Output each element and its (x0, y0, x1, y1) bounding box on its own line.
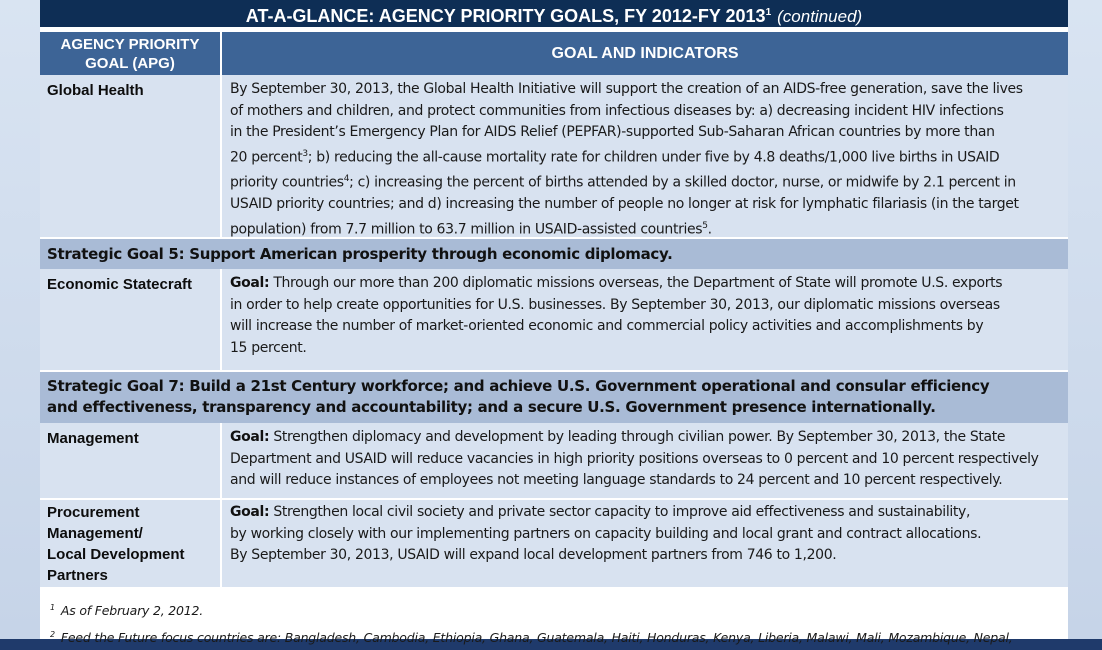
goal-label: Goal: (230, 504, 270, 520)
text-line: 20 percent3; b) reducing the all-cause m… (230, 144, 1062, 169)
text-segment: 20 percent (230, 149, 303, 166)
strategic-line: and effectiveness, transparency and acco… (47, 398, 936, 416)
row-goal-text: Goal: Through our more than 200 diplomat… (230, 273, 1062, 359)
label-line: Procurement (47, 504, 140, 521)
footnote-2: 2 Feed the Future focus countries are: Ba… (50, 623, 1060, 650)
footnote-number: 2 (50, 630, 55, 640)
text-segment: ; b) reducing the all-cause mortality ra… (307, 149, 1000, 166)
text-segment: population) from 7.7 million to 63.7 mil… (230, 221, 703, 238)
strategic-goal-7-header: Strategic Goal 7: Build a 21st Century w… (40, 372, 1068, 423)
title-continued: (continued) (777, 7, 863, 26)
text-line: Goal: Strengthen local civil society and… (230, 502, 1062, 524)
footnote-ref: 3 (302, 148, 308, 159)
footnote-text: As of February 2, 2012. (60, 603, 204, 619)
column-divider (220, 423, 222, 587)
row-separator (40, 498, 1068, 500)
row-goal-text: Goal: Strengthen local civil society and… (230, 502, 1062, 567)
text-segment: Through our more than 200 diplomatic mis… (269, 275, 1003, 291)
footnote-text: Feed the Future focus countries are: Ban… (60, 630, 1013, 646)
goal-label: Goal: (230, 275, 270, 291)
row-goal-text: Goal: Strengthen diplomacy and developme… (230, 427, 1062, 492)
text-line: in the President’s Emergency Plan for AI… (230, 124, 995, 141)
footnotes: 1 As of February 2, 2012. 2 Feed the Futur… (50, 596, 1060, 650)
table-row-management: Management Goal: Strengthen diplomacy an… (40, 423, 1068, 498)
footnote-ref: 5 (702, 220, 708, 231)
label-line: Management/ (47, 525, 143, 542)
text-line: Goal: Strengthen diplomacy and developme… (230, 427, 1062, 449)
left-background (0, 0, 40, 639)
strategic-line: Strategic Goal 7: Build a 21st Century w… (47, 377, 990, 395)
apg-table: AGENCY PRIORITY GOAL (APG) GOAL AND INDI… (40, 32, 1068, 587)
table-row-procurement: Procurement Management/ Local Developmen… (40, 500, 1068, 587)
table-row-economic-statecraft: Economic Statecraft Goal: Through our mo… (40, 269, 1068, 370)
text-line: by working closely with our implementing… (230, 525, 982, 542)
table-row-global-health: Global Health By September 30, 2013, the… (40, 75, 1068, 238)
title-footnote-ref: 1 (765, 7, 772, 18)
text-segment: Strengthen diplomacy and development by … (269, 429, 1006, 445)
text-segment: priority countries (230, 174, 344, 191)
text-segment: . (707, 221, 712, 238)
text-line: By September 30, 2013, the Global Health… (230, 81, 1023, 97)
text-line: priority countries4; c) increasing the p… (230, 169, 1062, 194)
label-line: Local Development (47, 546, 185, 563)
text-line: By September 30, 2013, USAID will expand… (230, 547, 837, 564)
text-line: and will reduce instances of employees n… (230, 472, 1003, 489)
header-agency-priority-goal: AGENCY PRIORITY GOAL (APG) (40, 32, 220, 75)
row-label: Global Health (47, 82, 144, 99)
text-segment: ; c) increasing the percent of births at… (349, 174, 1016, 191)
label-line: Partners (47, 567, 108, 584)
text-line: USAID priority countries; and d) increas… (230, 196, 1019, 213)
right-background (1068, 0, 1102, 639)
header-col1-line1: AGENCY PRIORITY (60, 36, 200, 53)
goal-label: Goal: (230, 429, 270, 445)
column-divider (220, 32, 222, 237)
footnote-1: 1 As of February 2, 2012. (50, 596, 1060, 623)
strategic-goal-5-header: Strategic Goal 5: Support American prosp… (40, 239, 1068, 269)
row-label: Procurement Management/ Local Developmen… (47, 502, 217, 586)
page-title: AT-A-GLANCE: AGENCY PRIORITY GOALS, FY 2… (40, 0, 1068, 27)
header-goal-and-indicators: GOAL AND INDICATORS (551, 45, 739, 62)
text-line: of mothers and children, and protect com… (230, 102, 1004, 119)
text-line: will increase the number of market-orien… (230, 318, 984, 335)
footnote-number: 1 (50, 603, 55, 612)
text-line: 15 percent. (230, 339, 307, 356)
column-divider (220, 269, 222, 370)
document-page: AT-A-GLANCE: AGENCY PRIORITY GOALS, FY 2… (40, 0, 1068, 645)
text-line: Department and USAID will reduce vacanci… (230, 450, 1039, 467)
text-line: in order to help create opportunities fo… (230, 296, 1000, 313)
title-main: AT-A-GLANCE: AGENCY PRIORITY GOALS, FY 2… (245, 6, 766, 26)
text-line: population) from 7.7 million to 63.7 mil… (230, 216, 1062, 241)
footnote-ref: 4 (343, 174, 350, 185)
text-line: Goal: Through our more than 200 diplomat… (230, 273, 1062, 295)
row-label: Management (47, 430, 139, 447)
row-separator (40, 237, 1068, 239)
text-segment: Strengthen local civil society and priva… (269, 504, 971, 520)
row-goal-text: By September 30, 2013, the Global Health… (230, 79, 1062, 241)
table-header-row: AGENCY PRIORITY GOAL (APG) GOAL AND INDI… (40, 32, 1068, 75)
row-label: Economic Statecraft (47, 276, 193, 293)
header-col1-line2: GOAL (APG) (85, 55, 175, 72)
row-separator (40, 370, 1068, 372)
